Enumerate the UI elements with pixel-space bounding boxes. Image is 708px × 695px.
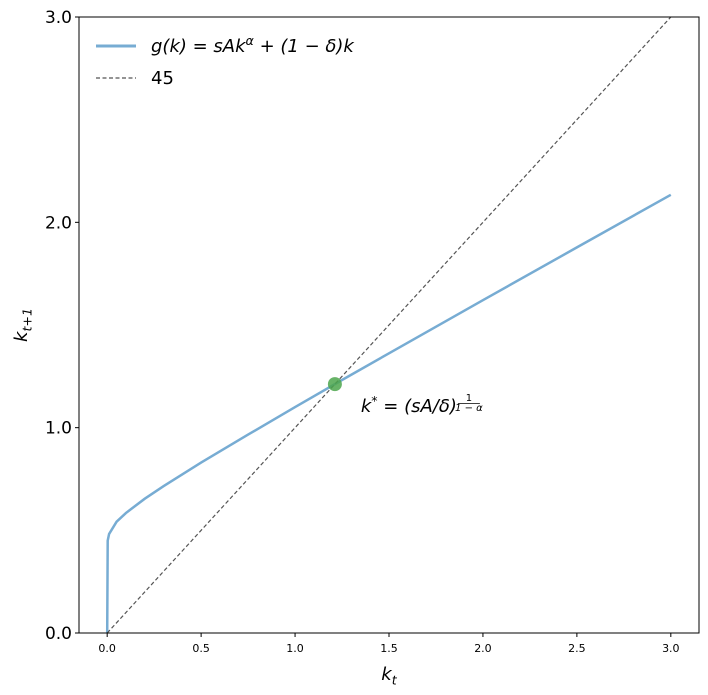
y-tick-label: 1.0 [45,419,72,439]
y-axis-label: kt+1​ [11,308,35,342]
legend-label-g: g(k) = sAkα​ + (1 − δ)k [151,33,355,57]
x-tick-label: 2.5 [568,642,586,655]
x-tick-label: 3.0 [662,642,680,655]
series-g-line [105,193,672,634]
x-tick-label: 1.5 [380,642,398,655]
legend: g(k) = sAkα​ + (1 − δ)k 45 [96,33,355,89]
legend-label-45: 45 [151,68,174,89]
x-tick-label: 0.5 [192,642,210,655]
annotation-exponent-denominator: 1 − α [455,403,483,414]
annotation-exponent-numerator: 1 [466,393,472,404]
x-axis-label: kt​ [381,664,397,688]
steady-state-point [327,377,342,392]
steady-state-annotation: k*​ = (sA/δ) 1 1 − α [361,393,483,417]
x-tick-label: 0.0 [98,642,116,655]
y-tick-label: 3.0 [45,8,72,28]
x-tick-label: 2.0 [474,642,492,655]
y-tick-label: 0.0 [45,624,72,644]
y-tick-label: 2.0 [45,213,72,233]
x-tick-label: 1.0 [286,642,304,655]
series-45-line [106,16,672,634]
annotation-text: k*​ = (sA/δ) [361,393,457,417]
